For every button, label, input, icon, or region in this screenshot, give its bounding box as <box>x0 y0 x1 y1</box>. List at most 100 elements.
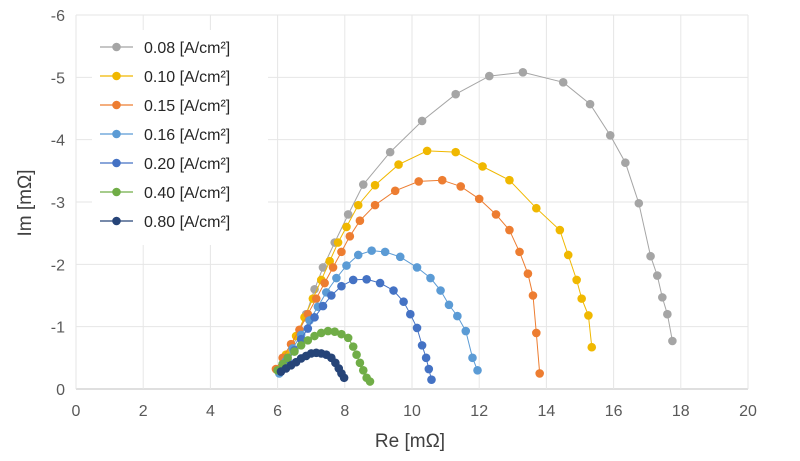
data-point <box>367 246 376 255</box>
data-point <box>437 175 447 185</box>
legend-item: 0.40 [A/cm²] <box>100 185 230 202</box>
legend-item: 0.08 [A/cm²] <box>100 40 230 57</box>
legend-item: 0.10 [A/cm²] <box>100 69 230 86</box>
data-point <box>337 281 346 291</box>
data-point <box>303 336 313 345</box>
data-point <box>323 326 333 336</box>
data-point <box>343 210 353 219</box>
data-point <box>352 350 361 360</box>
data-point <box>621 158 630 168</box>
data-point <box>345 231 355 241</box>
x-tick-label: 12 <box>470 403 488 420</box>
data-point <box>421 353 431 363</box>
legend-label: 0.16 [A/cm²] <box>144 127 230 144</box>
legend-background <box>92 30 268 245</box>
data-point <box>474 194 484 204</box>
data-point <box>353 200 363 210</box>
data-point <box>353 250 363 260</box>
data-point <box>358 180 368 189</box>
data-point <box>320 278 329 288</box>
y-tick-label: -4 <box>51 133 65 150</box>
data-point <box>333 238 343 247</box>
data-point <box>436 286 445 295</box>
legend-label: 0.80 [A/cm²] <box>144 214 230 231</box>
data-point <box>395 252 405 262</box>
data-point <box>412 323 422 333</box>
legend-marker <box>112 187 121 197</box>
x-tick-label: 14 <box>538 403 556 420</box>
data-point <box>532 203 541 213</box>
data-point <box>303 324 313 333</box>
legend-label: 0.20 [A/cm²] <box>144 156 230 173</box>
data-point <box>406 309 415 319</box>
data-point <box>342 261 351 270</box>
data-point <box>394 160 403 169</box>
data-point <box>316 328 326 338</box>
data-point <box>652 271 662 280</box>
x-tick-label: 10 <box>403 403 421 420</box>
y-tick-label: 0 <box>56 382 65 399</box>
data-point <box>375 278 385 288</box>
data-point <box>337 329 346 339</box>
data-point <box>572 275 581 285</box>
data-point <box>422 146 432 156</box>
data-point <box>484 71 494 81</box>
data-point <box>473 366 482 375</box>
data-point <box>290 347 299 356</box>
x-tick-label: 18 <box>672 403 690 420</box>
legend: 0.08 [A/cm²] 0.10 [A/cm²] 0.15 [A/cm²] 0.16… <box>92 30 268 245</box>
data-point <box>414 177 424 186</box>
x-tick-label: 2 <box>139 403 148 420</box>
data-point <box>362 274 371 284</box>
legend-item: 0.20 [A/cm²] <box>100 156 230 173</box>
legend-label: 0.15 [A/cm²] <box>144 98 230 115</box>
data-point <box>417 341 427 350</box>
data-point <box>427 375 436 384</box>
data-point <box>296 341 306 350</box>
data-point <box>535 369 544 378</box>
data-point <box>558 78 568 87</box>
data-point <box>318 301 328 311</box>
data-point <box>461 326 471 336</box>
data-point <box>587 342 597 352</box>
legend-label: 0.08 [A/cm²] <box>144 40 230 57</box>
data-point <box>318 263 328 272</box>
data-point <box>327 291 336 300</box>
x-tick-label: 4 <box>206 403 215 420</box>
y-tick-label: -2 <box>51 257 65 274</box>
data-point <box>339 373 349 383</box>
data-point <box>355 358 365 368</box>
data-point <box>528 291 538 300</box>
data-point <box>605 131 615 140</box>
legend-label: 0.40 [A/cm²] <box>144 185 230 202</box>
x-tick-label: 20 <box>739 403 757 420</box>
data-point <box>328 263 338 272</box>
x-tick-label: 0 <box>72 403 81 420</box>
data-point <box>389 286 398 295</box>
legend-marker <box>112 216 121 226</box>
data-point <box>577 294 586 303</box>
data-point <box>343 333 353 343</box>
data-point <box>468 353 477 363</box>
data-point <box>515 247 524 257</box>
data-point <box>370 200 380 210</box>
data-point <box>311 294 321 303</box>
data-point <box>424 364 434 374</box>
legend-item: 0.16 [A/cm²] <box>100 127 230 144</box>
y-tick-label: -6 <box>51 8 65 25</box>
data-point <box>584 311 593 320</box>
data-point <box>412 263 422 272</box>
data-point <box>451 89 460 99</box>
data-point <box>505 175 514 185</box>
data-point <box>426 273 435 283</box>
data-point <box>456 182 466 191</box>
x-axis-title: Re [mΩ] <box>375 431 445 452</box>
data-point <box>310 284 319 294</box>
data-point <box>646 251 655 261</box>
data-point <box>390 186 400 196</box>
legend-item: 0.80 [A/cm²] <box>100 214 230 231</box>
series-7 <box>276 348 349 383</box>
data-point <box>385 147 395 157</box>
data-point <box>330 327 340 336</box>
data-point <box>491 210 501 219</box>
